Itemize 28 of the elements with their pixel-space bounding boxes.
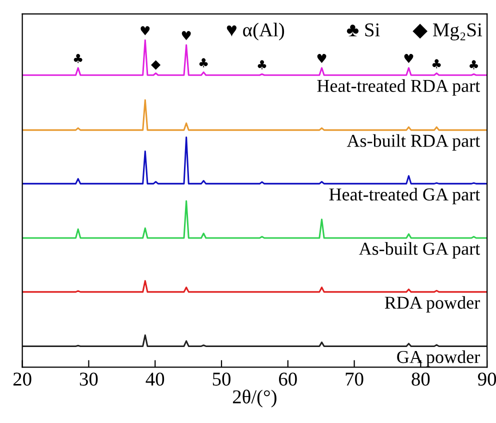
series-label: RDA powder xyxy=(384,296,480,312)
x-tick-label: 60 xyxy=(279,372,297,386)
x-tick-label: 50 xyxy=(212,372,230,386)
annotation: ♣ xyxy=(199,58,208,68)
series-label: Heat-treated GA part xyxy=(329,188,480,204)
annotation: ♥ xyxy=(404,54,414,64)
annotation: ♣ xyxy=(432,59,441,68)
series-label: Heat-treated RDA part xyxy=(317,79,480,96)
text: ♣ Si xyxy=(346,23,380,36)
series-label: As-built GA part xyxy=(358,242,480,259)
annotation: ♣ xyxy=(470,60,478,70)
x-tick-label: 20 xyxy=(13,372,32,386)
x-tick-label: 80 xyxy=(412,372,430,386)
annotation: ♣ xyxy=(258,60,266,70)
annotation: ♥ xyxy=(182,31,191,40)
annotation: ◆ Mg₂Si xyxy=(412,23,482,40)
x-tick-label: 40 xyxy=(146,372,164,386)
x-tick-label: 90 xyxy=(478,372,496,386)
series-label: As-built RDA part xyxy=(346,134,480,151)
x-axis-title: 2θ/(°) xyxy=(232,390,276,408)
x-tick-label: 30 xyxy=(80,372,98,386)
x-tick-label: 70 xyxy=(346,372,364,386)
annotation: ♥ xyxy=(317,54,326,64)
annotation: ♥ α(Al) xyxy=(226,22,284,40)
series-label: GA powder xyxy=(397,350,480,367)
annotation: ◆ xyxy=(151,60,161,70)
annotation: ♣ xyxy=(74,54,82,64)
annotation: ♥ xyxy=(140,26,150,36)
